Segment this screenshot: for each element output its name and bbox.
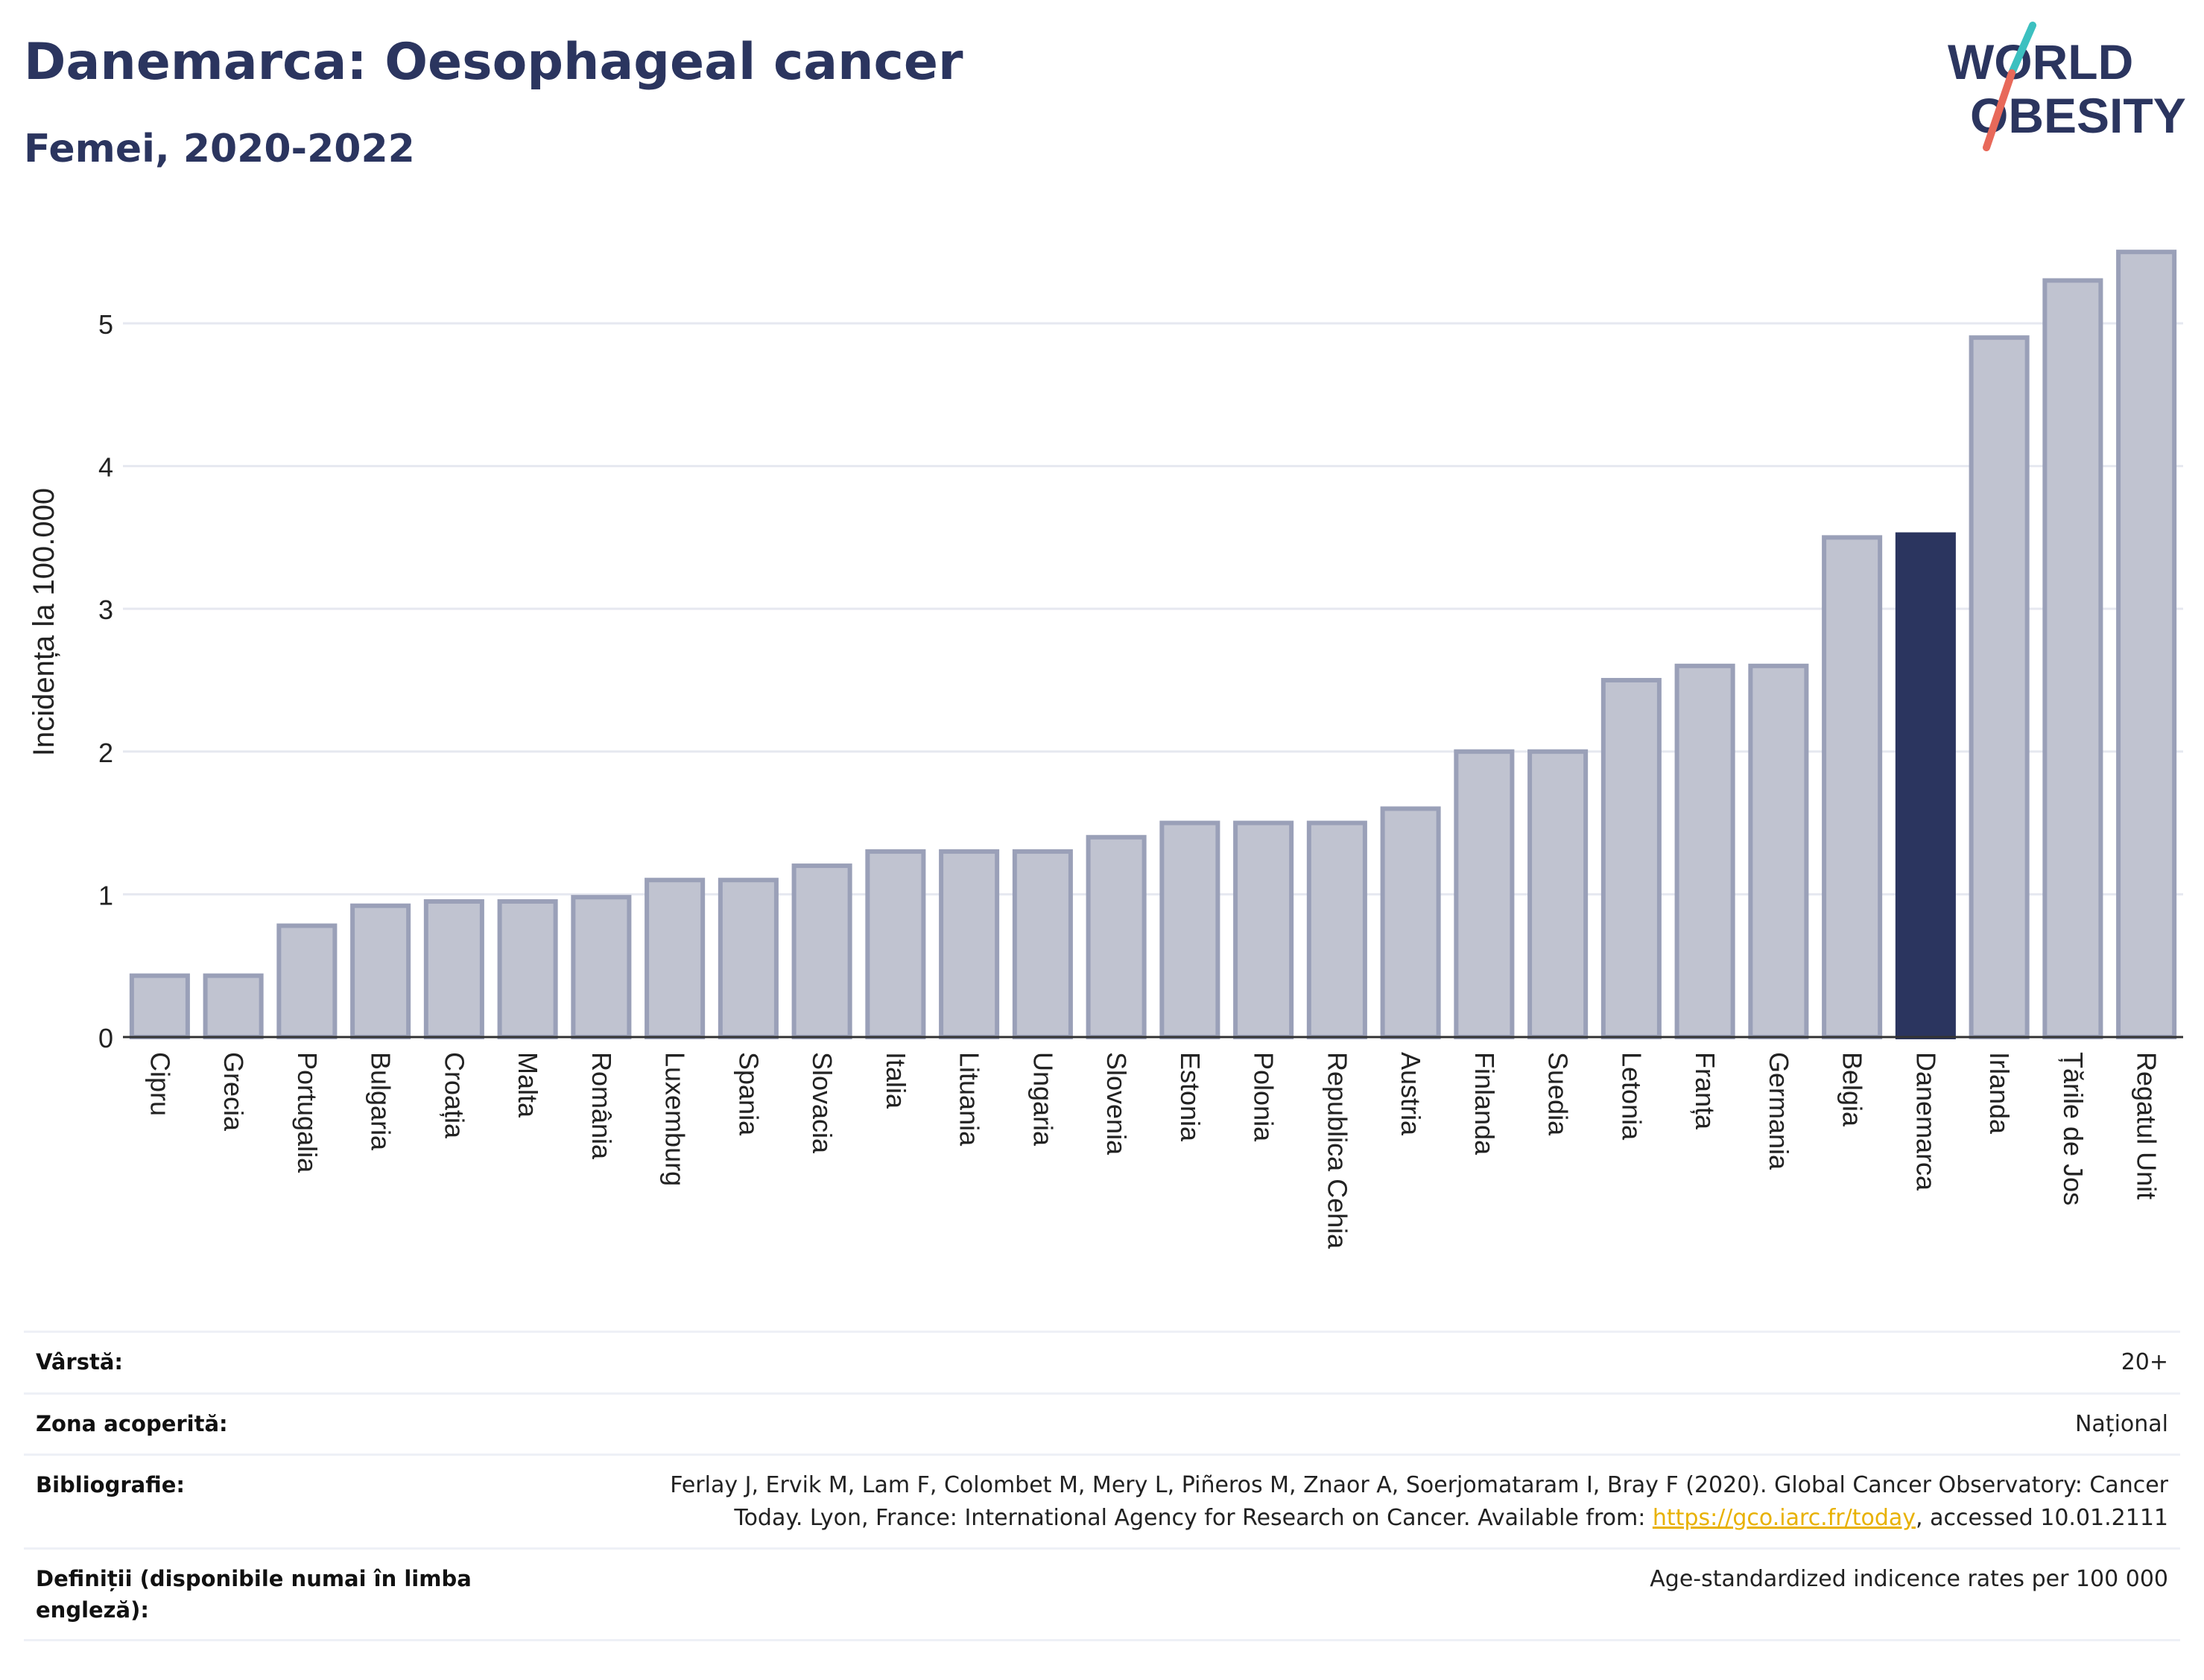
x-tick-label: Țările de Jos <box>2058 1052 2089 1205</box>
bar <box>2042 278 2103 1040</box>
x-tick-label: Polonia <box>1249 1052 1279 1142</box>
axes: 0 1 2 3 4 5 Cipru Grecia Portugalia Bulgaria Croaț… <box>98 309 2183 1249</box>
meta-row-zone: Zona acoperită: Național <box>24 1392 2180 1455</box>
meta-def-value: Age-standardized indicence rates per 100… <box>510 1547 2180 1642</box>
bar <box>645 878 706 1040</box>
meta-zone-label: Zona acoperită: <box>24 1392 510 1455</box>
x-tick-label: Irlanda <box>1984 1052 2015 1135</box>
meta-bib-value: Ferlay J, Ervik M, Lam F, Colombet M, Me… <box>510 1454 2180 1549</box>
bar <box>1380 806 1441 1040</box>
bib-link[interactable]: https://gco.iarc.fr/today <box>1652 1504 1916 1531</box>
y-tick-label: 1 <box>98 880 113 910</box>
meta-def-label: Definiții (disponibile numai în limba en… <box>24 1547 510 1642</box>
x-tick-label: Ungaria <box>1027 1052 1058 1147</box>
x-tick-label: Republica Cehia <box>1322 1052 1352 1249</box>
meta-age-value: 20+ <box>510 1331 2180 1393</box>
x-tick-label: Italia <box>881 1052 911 1109</box>
bib-line1: Ferlay J, Ervik M, Lam F, Colombet M, Me… <box>670 1472 2168 1498</box>
x-tick-label: Austria <box>1396 1052 1426 1136</box>
bar <box>1086 834 1147 1039</box>
bar-chart: 0 1 2 3 4 5 Cipru Grecia Portugalia Bulgaria Croaț… <box>28 250 2183 1249</box>
bar-highlighted <box>1895 532 1956 1039</box>
x-tick-label: Lituania <box>954 1052 985 1147</box>
meta-zone-value: Național <box>510 1392 2180 1455</box>
bar <box>1822 535 1883 1039</box>
bar <box>276 923 338 1039</box>
bar <box>497 898 558 1040</box>
bar <box>1012 849 1073 1040</box>
meta-row-age: Vârstă: 20+ <box>24 1331 2180 1393</box>
bib-line2-suffix: , accessed 10.01.2111 <box>1916 1504 2168 1531</box>
y-tick-label: 2 <box>98 738 113 768</box>
x-tick-label: Luxemburg <box>660 1052 691 1186</box>
x-tick-label: România <box>586 1052 617 1160</box>
bar <box>865 849 926 1040</box>
bar <box>1674 663 1735 1039</box>
metadata-table: Vârstă: 20+ Zona acoperită: Național Bib… <box>24 1331 2180 1642</box>
chart-title: Danemarca: Oesophageal cancer <box>24 33 963 92</box>
x-tick-label: Slovenia <box>1101 1052 1132 1156</box>
x-tick-label: Spania <box>733 1052 764 1136</box>
logo-slash-top <box>2008 22 2036 77</box>
bib-line2-prefix: Today. Lyon, France: International Agenc… <box>734 1504 1653 1531</box>
y-tick-label: 0 <box>98 1023 113 1053</box>
bar <box>791 863 852 1039</box>
meta-row-bibliography: Bibliografie: Ferlay J, Ervik M, Lam F, … <box>24 1454 2180 1549</box>
y-tick-label: 3 <box>98 595 113 625</box>
bar <box>2116 250 2177 1039</box>
meta-bib-label: Bibliografie: <box>24 1454 510 1549</box>
meta-row-definitions: Definiții (disponibile numai în limba en… <box>24 1547 2180 1642</box>
bar <box>1527 749 1589 1039</box>
x-tick-label: Croația <box>439 1052 469 1139</box>
bar <box>718 878 779 1040</box>
x-tick-label: Belgia <box>1837 1052 1868 1127</box>
bars <box>129 250 2177 1040</box>
y-axis-label: Incidența la 100.000 <box>28 488 60 756</box>
x-tick-label: Malta <box>513 1052 543 1118</box>
logo-text-world: WORLD <box>1948 34 2133 89</box>
bar <box>1454 749 1515 1039</box>
bar <box>1306 820 1367 1039</box>
x-tick-label: Grecia <box>218 1052 249 1132</box>
x-tick-label: Bulgaria <box>366 1052 396 1151</box>
x-tick-label: Portugalia <box>292 1052 323 1173</box>
bar <box>939 849 1000 1040</box>
x-tick-label: Cipru <box>145 1052 175 1116</box>
x-tick-label: Franța <box>1690 1052 1720 1130</box>
bar <box>1159 820 1220 1039</box>
y-tick-label: 4 <box>98 452 113 483</box>
x-tick-label: Slovacia <box>807 1052 837 1154</box>
world-obesity-logo: WORLD OBESITY <box>1948 22 2186 151</box>
y-tick-label: 5 <box>98 309 113 340</box>
x-tick-label: Germania <box>1764 1052 1794 1170</box>
bar <box>423 898 484 1040</box>
x-tick-label: Letonia <box>1616 1052 1647 1141</box>
bar <box>129 973 190 1039</box>
bar <box>1969 335 2030 1039</box>
chart-subtitle: Femei, 2020-2022 <box>24 127 415 171</box>
bar <box>571 895 632 1039</box>
bar <box>1233 820 1294 1039</box>
bar <box>350 903 411 1039</box>
x-tick-label: Finlanda <box>1469 1052 1500 1156</box>
bar <box>1600 677 1662 1039</box>
x-tick-label: Regatul Unit <box>2132 1052 2162 1199</box>
meta-age-label: Vârstă: <box>24 1331 510 1393</box>
logo-slash-bottom <box>1983 69 2015 151</box>
x-tick-label: Suedia <box>1543 1052 1574 1136</box>
x-tick-label: Estonia <box>1175 1052 1206 1142</box>
bar <box>1748 663 1809 1039</box>
bar <box>203 973 264 1039</box>
x-tick-label: Danemarca <box>1910 1052 1941 1191</box>
